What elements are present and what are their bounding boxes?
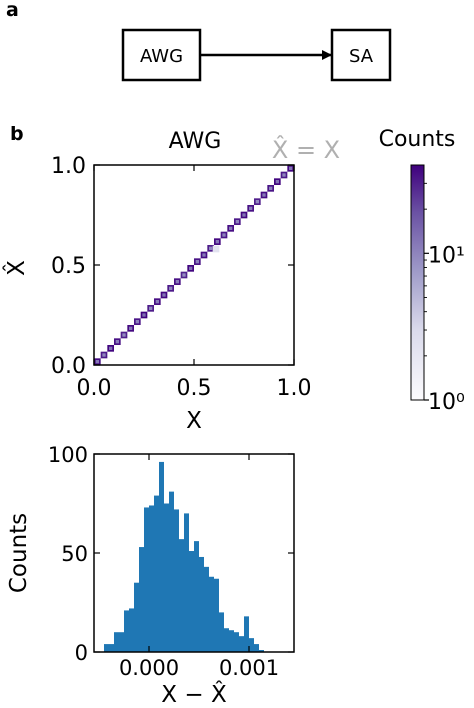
- histogram-bar: [254, 644, 259, 652]
- heatmap-cell-inner: [262, 193, 266, 197]
- histogram-chart: 0.000 0.001 0 50 100 X − X̂ Counts: [6, 443, 295, 708]
- heatmap-cell-inner: [249, 206, 253, 210]
- heatmap-cells: [94, 165, 294, 365]
- heatmap-cell-inner: [102, 353, 106, 357]
- identity-annotation: X̂ = X: [272, 136, 340, 164]
- heatmap-cell-inner: [169, 286, 173, 290]
- histogram-bars: [104, 461, 264, 652]
- heatmap-cell-inner: [209, 246, 213, 250]
- heatmap-cell-inner: [155, 300, 159, 304]
- heatmap-cell-inner: [229, 226, 233, 230]
- hist-y-tick-label: 50: [61, 542, 88, 566]
- colorbar: Counts 10⁰ 10¹: [379, 127, 465, 415]
- heatmap-ticks: 0.0 0.5 1.0 0.0 0.5 1.0: [51, 154, 312, 401]
- histogram-bar: [109, 644, 114, 652]
- hist-y-tick-label: 0: [75, 641, 88, 665]
- heatmap-cell-inner: [202, 253, 206, 257]
- histogram-bar: [164, 503, 169, 652]
- colorbar-tick-label: 10¹: [428, 243, 465, 268]
- histogram-bar: [224, 628, 229, 652]
- heatmap-cell-inner: [282, 173, 286, 177]
- panel-b-label: b: [10, 123, 24, 145]
- sa-box: [330, 28, 392, 82]
- histogram-bar: [119, 632, 124, 652]
- histogram-bar: [204, 566, 209, 652]
- heatmap-ylabel: X̂: [3, 260, 30, 276]
- histogram-bar: [259, 650, 264, 652]
- heatmap-cell-inner: [109, 346, 113, 350]
- hist-x-tick-label: 0.001: [219, 656, 279, 680]
- histogram-bar: [214, 578, 219, 652]
- histogram-bar: [244, 616, 249, 652]
- histogram-bar: [209, 576, 214, 652]
- heatmap-title: AWG: [169, 129, 222, 154]
- hist-y-tick-label: 100: [48, 443, 88, 467]
- panel-a-label: a: [6, 0, 19, 21]
- x-tick-label: 1.0: [277, 376, 312, 401]
- histogram-bar: [174, 509, 179, 652]
- heatmap-cell-inner: [255, 200, 259, 204]
- histogram-bar: [169, 491, 174, 652]
- heatmap-cell-inner: [142, 313, 146, 317]
- histogram-bar: [159, 461, 164, 652]
- heatmap-cell-inner: [122, 333, 126, 337]
- histogram-bar: [219, 612, 224, 652]
- colorbar-label: Counts: [379, 127, 456, 152]
- histogram-bar: [234, 632, 239, 652]
- histogram-bar: [249, 638, 254, 652]
- sa-box-label: SA: [349, 46, 374, 67]
- heatmap-cell-inner: [149, 306, 153, 310]
- x-tick-label: 0.5: [177, 376, 212, 401]
- histogram-xlabel: X − X̂: [161, 681, 227, 708]
- histogram-bar: [154, 495, 159, 652]
- histogram-ylabel: Counts: [6, 513, 32, 593]
- heatmap-cell-inner: [135, 320, 139, 324]
- heatmap-cell-inner: [289, 166, 293, 170]
- histogram-bar: [239, 636, 244, 652]
- y-tick-label: 0.0: [51, 354, 86, 379]
- histogram-bar: [104, 644, 109, 652]
- heatmap-cell-inner: [222, 233, 226, 237]
- heatmap-cell-inner: [182, 273, 186, 277]
- y-tick-label: 1.0: [51, 154, 86, 179]
- histogram-ticks: 0.000 0.001 0 50 100: [48, 443, 294, 680]
- heatmap-chart: AWG X̂ = X 0.0 0.5 1.0 0.0 0.5 1.0 X X̂: [3, 129, 340, 434]
- histogram-bar: [144, 507, 149, 652]
- histogram-bar: [189, 551, 194, 652]
- histogram-bar: [229, 630, 234, 652]
- heatmap-cell-inner: [235, 220, 239, 224]
- heatmap-cell-inner: [275, 180, 279, 184]
- heatmap-cell-inner: [129, 326, 133, 330]
- histogram-bar: [124, 610, 129, 652]
- y-tick-label: 0.5: [51, 254, 86, 279]
- heatmap-cell-offdiag: [212, 245, 220, 253]
- hist-x-tick-label: 0.000: [119, 656, 179, 680]
- heatmap-cell-inner: [175, 280, 179, 284]
- colorbar-scale: [410, 164, 425, 401]
- histogram-bar: [129, 608, 134, 652]
- histogram-bar: [139, 547, 144, 652]
- heatmap-cell-inner: [95, 360, 99, 364]
- histogram-bar: [114, 632, 119, 652]
- histogram-bar: [179, 539, 184, 652]
- heatmap-cell-inner: [269, 186, 273, 190]
- colorbar-tick-label: 10⁰: [428, 390, 465, 415]
- heatmap-cell-inner: [195, 260, 199, 264]
- awg-box: [121, 28, 202, 82]
- histogram-bar: [184, 513, 189, 652]
- heatmap-cell-inner: [242, 213, 246, 217]
- awg-box-label: AWG: [140, 46, 183, 67]
- heatmap-cell-inner: [215, 240, 219, 244]
- colorbar-ticks: 10⁰ 10¹: [424, 182, 465, 415]
- histogram-bar: [194, 541, 199, 652]
- heatmap-xlabel: X: [186, 408, 202, 434]
- x-tick-label: 0.0: [77, 376, 112, 401]
- histogram-bar: [149, 505, 154, 652]
- heatmap-cell-inner: [115, 340, 119, 344]
- histogram-bar: [134, 582, 139, 652]
- heatmap-cell-inner: [162, 293, 166, 297]
- heatmap-cell-inner: [189, 266, 193, 270]
- histogram-bar: [199, 556, 204, 652]
